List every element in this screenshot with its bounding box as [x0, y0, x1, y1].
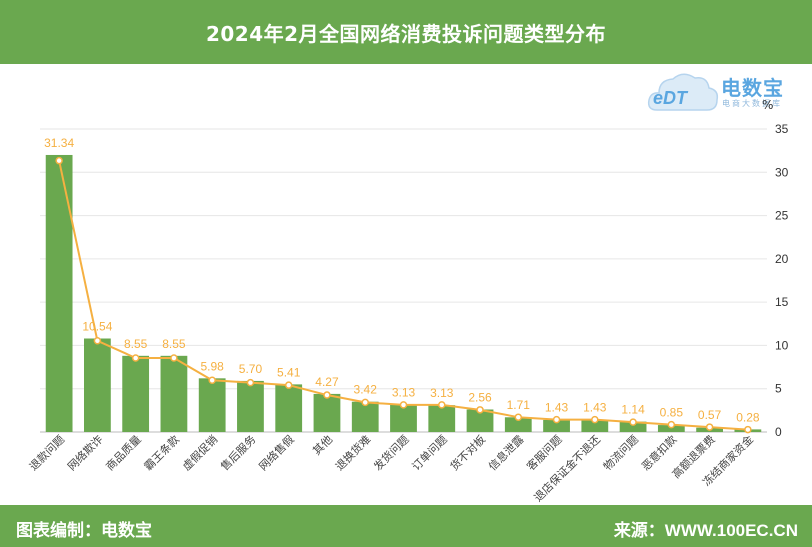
bar — [160, 355, 188, 432]
cloud-icon — [647, 73, 719, 111]
x-tick-label: 售后服务 — [218, 432, 259, 473]
x-tick-label: 网络售假 — [256, 432, 297, 473]
data-label: 4.27 — [315, 375, 339, 389]
x-tick-label: 商品质量 — [103, 432, 144, 473]
data-label: 0.28 — [736, 410, 760, 424]
y-tick-label: 30 — [775, 165, 789, 179]
line-point — [514, 413, 523, 421]
data-label: 1.43 — [583, 401, 607, 415]
bar — [543, 419, 570, 432]
bar — [351, 401, 379, 432]
data-label: 1.71 — [507, 398, 531, 412]
line-point — [170, 354, 178, 362]
bar — [466, 409, 494, 432]
data-label: 2.56 — [468, 390, 492, 404]
bar — [198, 378, 226, 432]
x-tick-label: 货不对板 — [447, 432, 488, 473]
x-tick-label: 其他 — [310, 433, 335, 458]
bar — [581, 419, 609, 432]
data-label: 31.34 — [44, 136, 74, 150]
data-label: 0.57 — [698, 408, 722, 422]
x-tick-label: 退店保证金不退还 — [531, 432, 603, 504]
x-tick-label: 订单问题 — [410, 433, 450, 473]
y-tick-label: 15 — [775, 295, 789, 309]
line-point — [629, 418, 637, 426]
y-tick-label: 25 — [775, 209, 789, 223]
y-tick-label: 5 — [775, 382, 782, 396]
y-tick-label: 10 — [775, 338, 789, 352]
bar — [84, 338, 111, 432]
bar — [45, 154, 73, 432]
bar — [237, 380, 264, 432]
line-point — [476, 406, 484, 414]
x-tick-label: 霸王条款 — [141, 432, 182, 473]
line-point — [744, 425, 752, 434]
bar — [313, 393, 341, 432]
line-point — [55, 156, 63, 165]
y-tick-label: 20 — [775, 252, 789, 266]
chart-footer: 图表编制：电数宝 来源：WWW.100EC.CN — [0, 505, 812, 547]
x-tick-label: 虚假促销 — [179, 432, 220, 473]
y-axis-unit: % — [762, 98, 774, 112]
bar — [122, 355, 150, 432]
line-point — [591, 415, 599, 424]
x-tick-label: 物流问题 — [600, 432, 641, 473]
bar — [275, 384, 303, 432]
bar — [428, 405, 456, 432]
data-label: 5.98 — [201, 359, 225, 373]
logo-name: 电数宝 — [721, 76, 784, 100]
footer-source: 来源：WWW.100EC.CN — [613, 521, 798, 540]
line-point — [438, 401, 446, 409]
data-label: 3.13 — [392, 385, 416, 399]
chart-title: 2024年2月全国网络消费投诉问题类型分布 — [205, 21, 607, 46]
data-label: 1.14 — [621, 403, 645, 417]
chart-header: 2024年2月全国网络消费投诉问题类型分布 — [0, 0, 812, 64]
line-point — [284, 381, 293, 389]
x-tick-label: 信息泄露 — [485, 432, 526, 473]
line-point — [131, 354, 140, 362]
x-tick-label: 退款问题 — [26, 432, 67, 473]
bar — [504, 417, 532, 432]
line-point — [246, 378, 255, 387]
data-label: 5.41 — [277, 365, 301, 379]
line-point — [399, 401, 408, 409]
data-label: 3.13 — [430, 386, 454, 400]
line-point — [552, 415, 561, 424]
line-point — [93, 337, 102, 345]
data-label: 3.42 — [354, 383, 378, 397]
line-point — [667, 420, 676, 429]
data-label: 10.54 — [82, 320, 112, 334]
data-label: 5.70 — [239, 362, 263, 376]
line-point — [208, 376, 216, 384]
x-tick-label: 发货问题 — [371, 432, 412, 473]
footer-credit: 图表编制：电数宝 — [16, 521, 152, 541]
x-tick-label: 网络欺诈 — [65, 432, 106, 473]
bar — [657, 425, 685, 432]
line-point — [323, 391, 331, 399]
brand-logo: eDT 电数宝 电商大数据库 — [645, 66, 805, 118]
logo-mark: eDT — [653, 88, 688, 108]
y-tick-label: 0 — [775, 425, 782, 439]
bar — [619, 421, 647, 432]
chart-plot: 0 5 10 15 20 25 30 35 31.34 10.54 8.55 8.55 5.98 5.70… — [26, 122, 789, 504]
data-label: 0.85 — [660, 406, 684, 420]
x-tick-label: 退换货难 — [332, 432, 373, 473]
data-label: 8.55 — [162, 337, 186, 351]
line-point — [705, 423, 714, 431]
y-tick-label: 35 — [775, 122, 789, 136]
data-label: 1.43 — [545, 401, 569, 415]
data-label: 8.55 — [124, 337, 148, 351]
bar — [390, 404, 417, 432]
logo-subtitle: 电商大数据库 — [722, 99, 782, 108]
line-point — [361, 398, 369, 407]
